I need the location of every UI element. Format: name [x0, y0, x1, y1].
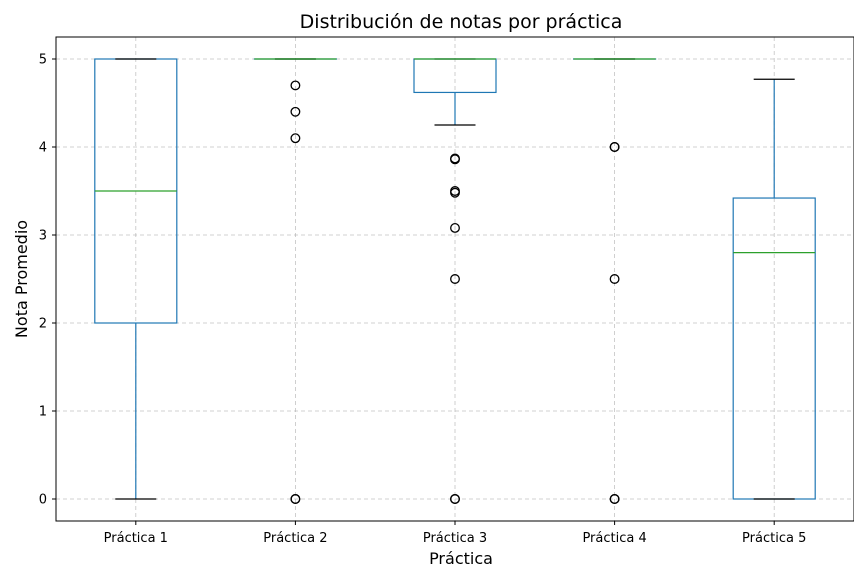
y-tick-label: 3 — [39, 229, 47, 244]
outlier-point — [609, 494, 620, 504]
box-group — [413, 58, 497, 504]
box-group — [94, 58, 178, 500]
plot-frame — [55, 36, 854, 522]
y-tick-label: 0 — [39, 493, 47, 508]
outlier-point — [290, 106, 301, 117]
outlier-point — [450, 274, 460, 284]
axis-layer: 0 1 2 3 4 5 Práctica 1 Práctica 2 Práctica 3 Prác… — [39, 36, 854, 546]
x-axis-label: Práctica — [429, 549, 493, 565]
outlier-point — [290, 133, 301, 144]
y-tick-label: 2 — [39, 317, 47, 332]
outlier-point — [609, 142, 620, 152]
outlier-point — [450, 154, 460, 165]
outlier-point — [609, 274, 620, 284]
box-group — [253, 58, 337, 504]
outlier-point — [290, 80, 301, 91]
outlier-point — [290, 494, 301, 504]
x-tick-label: Práctica 3 — [423, 531, 487, 546]
x-tick-label: Práctica 2 — [263, 531, 327, 546]
chart-title: Distribución de notas por práctica — [300, 11, 623, 33]
box-group — [572, 58, 657, 504]
box-group — [732, 78, 816, 500]
x-tick-label: Práctica 1 — [104, 531, 168, 546]
x-tick-label: Práctica 5 — [742, 531, 806, 546]
outlier-point — [450, 187, 460, 198]
y-tick-label: 4 — [39, 141, 47, 156]
outlier-point — [450, 494, 460, 504]
outlier-point — [450, 223, 460, 233]
x-tick-label: Práctica 4 — [582, 531, 646, 546]
y-axis-label: Nota Promedio — [12, 220, 31, 338]
y-tick-label: 5 — [39, 53, 47, 68]
box-layer — [94, 58, 816, 504]
y-tick-label: 1 — [39, 405, 47, 420]
